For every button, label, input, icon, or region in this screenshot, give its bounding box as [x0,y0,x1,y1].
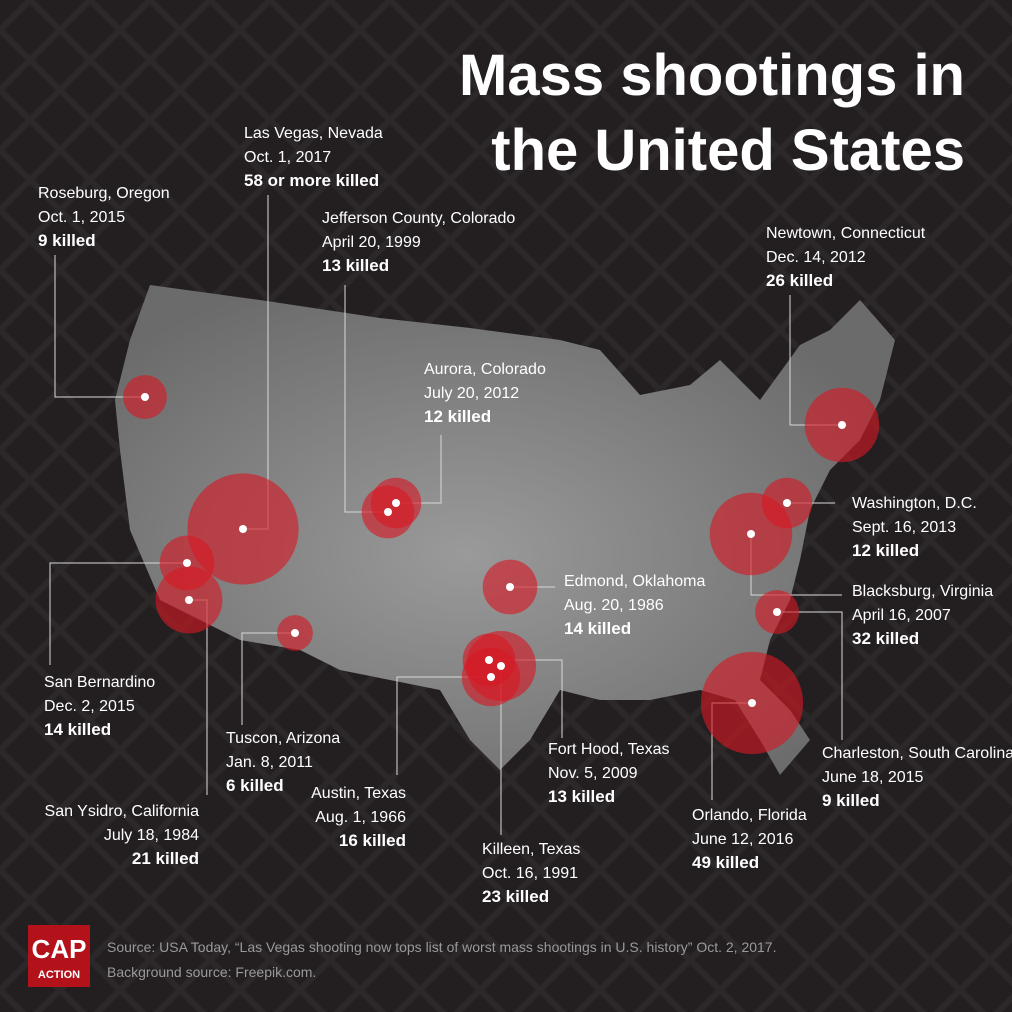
event-date: June 12, 2016 [692,831,794,848]
event-killed: 16 killed [339,831,406,850]
event-date: Aug. 1, 1966 [315,809,406,826]
logo-sub: ACTION [38,969,80,981]
title-line: the United States [491,118,965,183]
event-dot [506,583,514,591]
event-dot [185,596,193,604]
event-date: April 20, 1999 [322,234,421,251]
event-dot [239,525,247,533]
event-killed: 32 killed [852,629,919,648]
event-date: Nov. 5, 2009 [548,765,638,782]
event-date: Dec. 14, 2012 [766,249,866,266]
event-date: June 18, 2015 [822,769,924,786]
event-place: San Ysidro, California [45,803,200,820]
logo-name: CAP [32,934,87,964]
event-killed: 14 killed [44,720,111,739]
event-place: Washington, D.C. [852,495,977,512]
event-date: July 18, 1984 [104,827,199,844]
event-dot [783,499,791,507]
event-killed: 12 killed [424,407,491,426]
event-killed: 12 killed [852,541,919,560]
event-killed: 13 killed [548,787,615,806]
event-place: Newtown, Connecticut [766,225,926,242]
event-place: Las Vegas, Nevada [244,125,383,142]
event-dot [291,629,299,637]
event-dot [748,699,756,707]
logo-box [28,925,90,987]
leader-line [396,676,491,775]
event-place: Jefferson County, Colorado [322,210,515,227]
source: Source: USA Today, “Las Vegas shooting n… [107,939,776,955]
event-killed: 6 killed [226,776,284,795]
event-place: Charleston, South Carolina [822,745,1012,762]
event-dot [838,421,846,429]
leader-line [49,562,187,665]
event-date: July 20, 2012 [424,385,519,402]
event-place: Roseburg, Oregon [38,185,170,202]
event-dot [497,662,505,670]
event-dot [141,393,149,401]
event-place: Aurora, Colorado [424,361,546,378]
event-killed: 9 killed [38,231,96,250]
event-dot [183,559,191,567]
event-date: Oct. 1, 2015 [38,209,125,226]
event-dot [773,608,781,616]
event-place: Austin, Texas [311,785,406,802]
event-place: Orlando, Florida [692,807,807,824]
event-date: Oct. 16, 1991 [482,865,578,882]
event-killed: 21 killed [132,849,199,868]
event-place: Killeen, Texas [482,841,580,858]
us-map [115,285,895,775]
event-dot [487,673,495,681]
event-killed: 58 or more killed [244,171,379,190]
event-killed: 14 killed [564,619,631,638]
leader-line [54,255,145,398]
event-date: Jan. 8, 2011 [226,754,313,771]
event-date: Aug. 20, 1986 [564,597,664,614]
event-dot [747,530,755,538]
event-place: Fort Hood, Texas [548,741,670,758]
event-place: Tuscon, Arizona [226,730,340,747]
event-killed: 49 killed [692,853,759,872]
event-killed: 26 killed [766,271,833,290]
event-dot [485,656,493,664]
event-dot [392,499,400,507]
title-line: Mass shootings in [459,43,965,108]
event-date: Oct. 1, 2017 [244,149,331,166]
event-dot [384,508,392,516]
event-place: Blacksburg, Virginia [852,583,993,600]
event-place: Edmond, Oklahoma [564,573,706,590]
event-place: San Bernardino [44,674,155,691]
event-killed: 13 killed [322,256,389,275]
event-date: Dec. 2, 2015 [44,698,135,715]
event-killed: 9 killed [822,791,880,810]
event-killed: 23 killed [482,887,549,906]
event-date: Sept. 16, 2013 [852,519,956,536]
event-date: April 16, 2007 [852,607,951,624]
source: Background source: Freepik.com. [107,964,316,980]
